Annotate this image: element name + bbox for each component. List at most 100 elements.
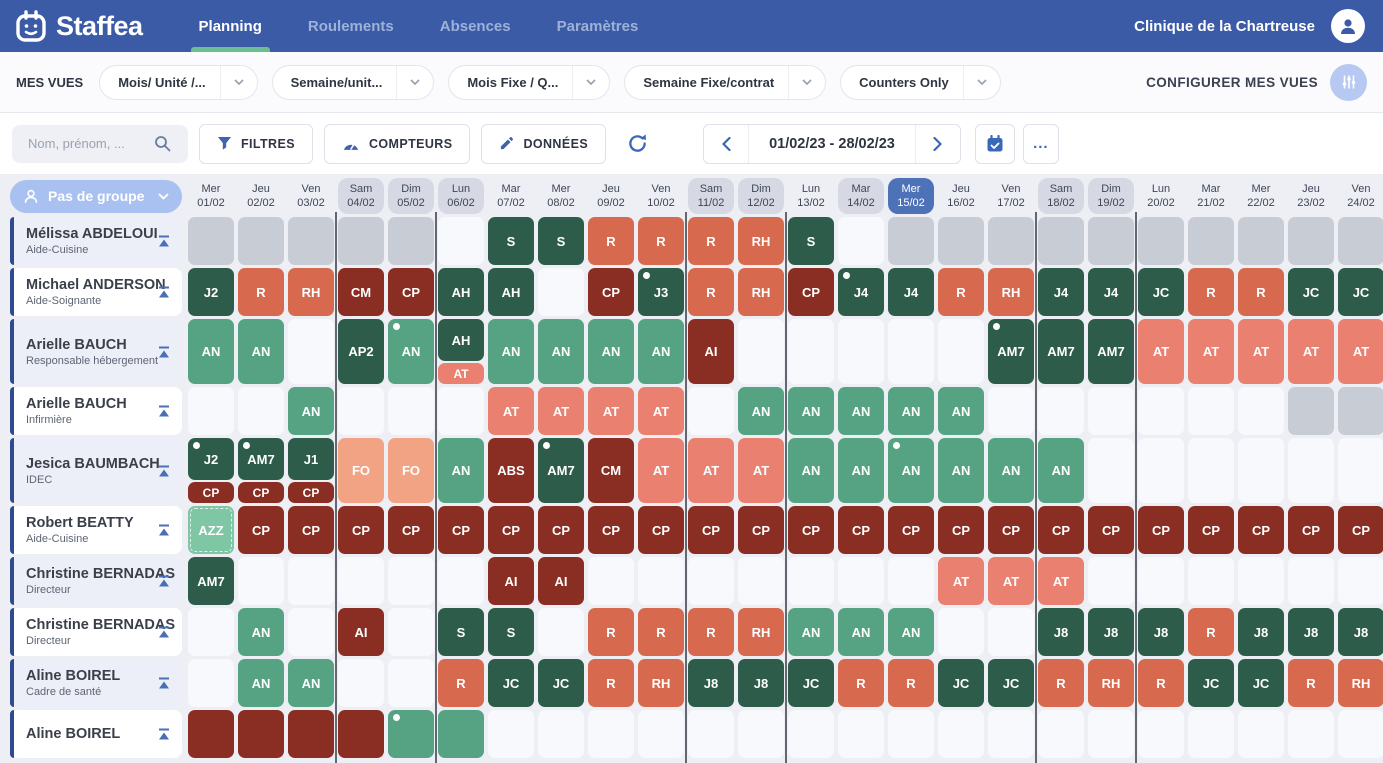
shift-cell-blank[interactable] [938, 217, 984, 265]
empty-cell[interactable] [1288, 438, 1334, 503]
shift-cell[interactable]: R [1238, 268, 1284, 316]
empty-cell[interactable] [988, 387, 1034, 435]
shift-cell[interactable]: AT [1288, 319, 1334, 384]
shift-cell[interactable]: AM7 [1038, 319, 1084, 384]
shift-cell[interactable]: RH [738, 268, 784, 316]
shift-cell[interactable]: AM7 [538, 438, 584, 503]
shift-cell[interactable]: AI [338, 608, 384, 656]
shift-cell[interactable]: R [438, 659, 484, 707]
shift-cell[interactable]: CP [238, 506, 284, 554]
shift-cell[interactable]: J8 [738, 659, 784, 707]
shift-cell[interactable]: FO [388, 438, 434, 503]
search-input[interactable] [26, 135, 154, 152]
empty-cell[interactable] [188, 387, 234, 435]
empty-cell[interactable] [788, 710, 834, 758]
shift-cell-blank[interactable] [188, 217, 234, 265]
empty-cell[interactable] [1088, 710, 1134, 758]
empty-cell[interactable] [1288, 710, 1334, 758]
shift-cell[interactable]: S [438, 608, 484, 656]
shift-cell[interactable]: CP [588, 506, 634, 554]
shift-cell[interactable]: CP [388, 268, 434, 316]
shift-cell-blank[interactable] [188, 710, 234, 758]
shift-cell[interactable]: JC [1238, 659, 1284, 707]
shift-cell-blank[interactable] [388, 217, 434, 265]
empty-cell[interactable] [388, 608, 434, 656]
chevron-down-icon[interactable] [964, 79, 1000, 85]
empty-cell[interactable] [338, 387, 384, 435]
shift-cell[interactable]: AN [1038, 438, 1084, 503]
shift-cell-secondary[interactable]: CP [288, 482, 334, 503]
shift-cell[interactable]: JC [488, 659, 534, 707]
empty-cell[interactable] [588, 557, 634, 605]
shift-cell[interactable]: AT [488, 387, 534, 435]
prev-period-button[interactable] [704, 125, 748, 163]
collapse-row-button[interactable] [155, 343, 173, 360]
shift-cell[interactable]: R [638, 608, 684, 656]
empty-cell[interactable] [838, 319, 884, 384]
shift-cell-blank[interactable] [288, 217, 334, 265]
shift-cell[interactable]: RH [738, 608, 784, 656]
empty-cell[interactable] [388, 659, 434, 707]
empty-cell[interactable] [1138, 438, 1184, 503]
shift-cell-blank[interactable] [1338, 217, 1383, 265]
shift-cell-secondary[interactable]: CP [188, 482, 234, 503]
shift-cell[interactable]: R [238, 268, 284, 316]
nav-tab-absences[interactable]: Absences [439, 17, 511, 35]
empty-cell[interactable] [688, 387, 734, 435]
empty-cell[interactable] [288, 557, 334, 605]
shift-cell[interactable]: AN [238, 659, 284, 707]
shift-cell[interactable]: AM7 [988, 319, 1034, 384]
empty-cell[interactable] [1188, 438, 1234, 503]
empty-cell[interactable] [1088, 557, 1134, 605]
empty-cell[interactable] [538, 710, 584, 758]
shift-cell[interactable]: RH [638, 659, 684, 707]
shift-cell[interactable]: J3 [638, 268, 684, 316]
shift-cell[interactable]: J4 [838, 268, 884, 316]
shift-cell-blank[interactable] [888, 217, 934, 265]
shift-cell[interactable]: R [838, 659, 884, 707]
shift-cell-blank[interactable] [1188, 217, 1234, 265]
shift-cell[interactable]: S [488, 217, 534, 265]
shift-cell[interactable]: AN [888, 608, 934, 656]
shift-cell[interactable]: CP [1238, 506, 1284, 554]
shift-cell[interactable]: AH [488, 268, 534, 316]
shift-cell[interactable]: CP [488, 506, 534, 554]
shift-cell[interactable]: AN [638, 319, 684, 384]
shift-cell[interactable]: AM7 [238, 438, 284, 480]
shift-cell[interactable]: JC [1188, 659, 1234, 707]
shift-cell[interactable]: AN [788, 387, 834, 435]
shift-cell[interactable]: JC [538, 659, 584, 707]
empty-cell[interactable] [1138, 387, 1184, 435]
empty-cell[interactable] [188, 608, 234, 656]
empty-cell[interactable] [1338, 710, 1383, 758]
shift-cell[interactable]: AI [538, 557, 584, 605]
empty-cell[interactable] [1238, 438, 1284, 503]
chevron-down-icon[interactable] [573, 79, 609, 85]
shift-cell[interactable]: AT [938, 557, 984, 605]
shift-cell[interactable]: R [688, 608, 734, 656]
shift-cell-secondary[interactable]: CP [238, 482, 284, 503]
empty-cell[interactable] [1338, 557, 1383, 605]
shift-cell[interactable]: CP [538, 506, 584, 554]
empty-cell[interactable] [1238, 387, 1284, 435]
shift-cell[interactable]: CP [438, 506, 484, 554]
shift-cell[interactable]: RH [288, 268, 334, 316]
empty-cell[interactable] [1138, 557, 1184, 605]
chevron-down-icon[interactable] [397, 79, 433, 85]
shift-cell[interactable]: RH [988, 268, 1034, 316]
shift-cell[interactable]: AN [288, 659, 334, 707]
shift-cell[interactable]: CP [738, 506, 784, 554]
shift-cell-blank[interactable] [238, 217, 284, 265]
shift-cell[interactable]: CP [938, 506, 984, 554]
shift-cell[interactable]: S [788, 217, 834, 265]
next-period-button[interactable] [916, 125, 960, 163]
collapse-row-button[interactable] [155, 522, 173, 539]
shift-cell[interactable]: AH [438, 268, 484, 316]
shift-cell[interactable]: AH [438, 319, 484, 361]
empty-cell[interactable] [1238, 710, 1284, 758]
empty-cell[interactable] [638, 557, 684, 605]
shift-cell[interactable]: J8 [688, 659, 734, 707]
shift-cell[interactable]: CP [788, 268, 834, 316]
shift-cell[interactable]: ABS [488, 438, 534, 503]
shift-cell[interactable]: CP [1188, 506, 1234, 554]
